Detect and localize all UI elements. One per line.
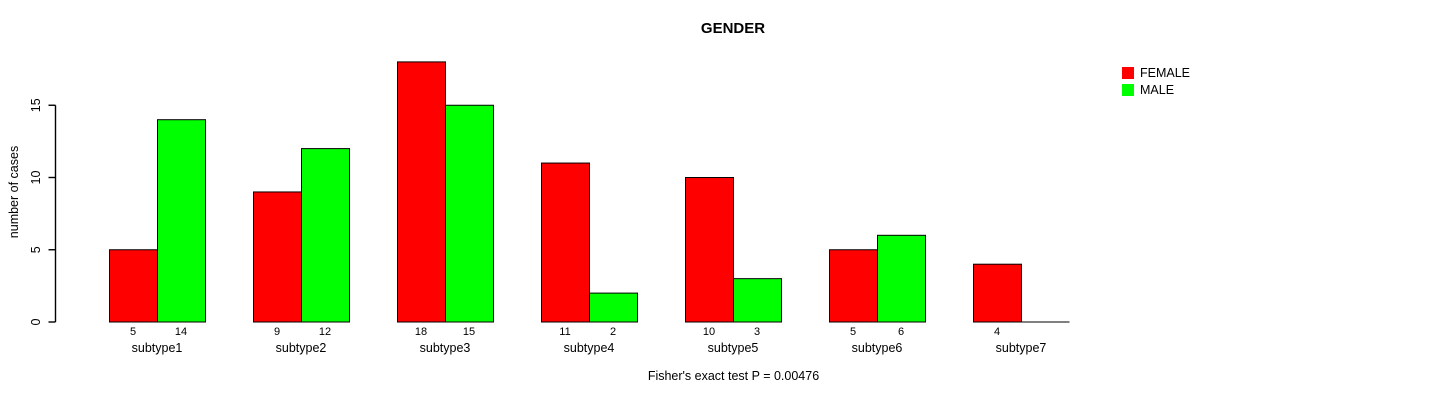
bar-value-label: 11 — [559, 326, 570, 338]
bar-value-label: 5 — [130, 326, 136, 338]
bar-female-subtype1 — [109, 249, 158, 323]
bar-male-subtype5 — [733, 278, 782, 323]
bar-value-label: 6 — [898, 326, 904, 338]
male-swatch-icon — [1122, 83, 1134, 96]
bar-male-subtype3 — [445, 104, 494, 323]
chart-title: GENDER — [700, 20, 766, 37]
y-tick-label: 0 — [29, 318, 43, 325]
bar-value-label: 3 — [754, 326, 760, 338]
bar-value-label: 5 — [850, 326, 856, 338]
bar-male-subtype1 — [157, 119, 206, 323]
category-label: subtype5 — [708, 341, 759, 355]
bar-male-subtype4 — [589, 292, 638, 323]
bar-value-label: 2 — [610, 326, 616, 338]
bar-value-label: 14 — [175, 326, 187, 338]
y-axis-label: number of cases — [7, 145, 21, 239]
category-label: subtype7 — [996, 341, 1047, 355]
bar-female-subtype6 — [829, 249, 878, 323]
bar-male-subtype6 — [877, 234, 926, 323]
bar-value-label: 15 — [463, 326, 475, 338]
bar-female-subtype4 — [541, 162, 590, 323]
y-tick-label: 10 — [29, 171, 43, 185]
bar-value-label: 4 — [994, 326, 1000, 338]
female-swatch-icon — [1122, 66, 1134, 79]
bar-female-subtype5 — [685, 177, 734, 323]
category-label: subtype2 — [276, 341, 327, 355]
bar-value-label: 10 — [703, 326, 715, 338]
bar-value-label: 9 — [274, 326, 280, 338]
caption: Fisher's exact test P = 0.00476 — [647, 369, 820, 383]
legend-item-male: MALE — [1122, 81, 1190, 98]
legend-label-female: FEMALE — [1140, 65, 1191, 80]
category-label: subtype3 — [420, 341, 471, 355]
bar-male-subtype2 — [301, 148, 350, 323]
bar-female-subtype3 — [397, 61, 446, 323]
y-tick-label: 15 — [29, 98, 43, 112]
category-label: subtype4 — [564, 341, 615, 355]
category-label: subtype1 — [132, 341, 183, 355]
bar-female-subtype7 — [973, 263, 1022, 323]
legend: FEMALE MALE — [1122, 64, 1190, 98]
bar-female-subtype2 — [253, 191, 302, 323]
legend-label-male: MALE — [1140, 82, 1175, 97]
bar-value-label: 12 — [319, 326, 331, 338]
bar-value-label: 18 — [415, 326, 427, 338]
category-label: subtype6 — [852, 341, 903, 355]
y-tick-label: 5 — [29, 246, 43, 253]
legend-item-female: FEMALE — [1122, 64, 1190, 81]
